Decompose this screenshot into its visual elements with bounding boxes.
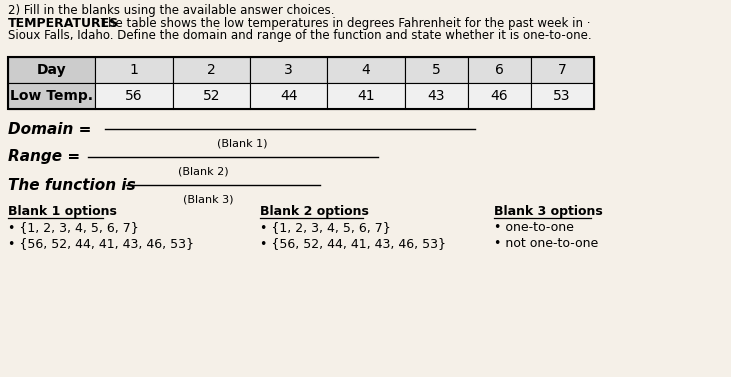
Text: Domain =: Domain = (8, 121, 91, 136)
Text: 52: 52 (202, 89, 220, 103)
Text: 2) Fill in the blanks using the available answer choices.: 2) Fill in the blanks using the availabl… (8, 4, 335, 17)
Text: (Blank 1): (Blank 1) (217, 139, 268, 149)
Text: 53: 53 (553, 89, 571, 103)
Text: Blank 2 options: Blank 2 options (260, 205, 368, 218)
Bar (8, 83, 95, 109)
Text: Range =: Range = (8, 150, 80, 164)
Text: 2: 2 (207, 63, 216, 77)
Text: 41: 41 (357, 89, 375, 103)
Text: 5: 5 (432, 63, 441, 77)
Bar (531, 57, 594, 83)
Bar (95, 57, 173, 83)
Bar (327, 83, 405, 109)
Text: • one-to-one: • one-to-one (494, 221, 574, 234)
Bar (173, 83, 250, 109)
Text: Sioux Falls, Idaho. Define the domain and range of the function and state whethe: Sioux Falls, Idaho. Define the domain an… (8, 29, 592, 42)
Text: • {56, 52, 44, 41, 43, 46, 53}: • {56, 52, 44, 41, 43, 46, 53} (8, 237, 194, 250)
Bar (468, 83, 531, 109)
Text: 43: 43 (428, 89, 445, 103)
Text: The table shows the low temperatures in degrees Fahrenheit for the past week in : The table shows the low temperatures in … (97, 17, 591, 30)
Text: 6: 6 (495, 63, 504, 77)
Text: • {1, 2, 3, 4, 5, 6, 7}: • {1, 2, 3, 4, 5, 6, 7} (260, 221, 390, 234)
Text: • {56, 52, 44, 41, 43, 46, 53}: • {56, 52, 44, 41, 43, 46, 53} (260, 237, 446, 250)
Text: 44: 44 (280, 89, 298, 103)
Text: 4: 4 (362, 63, 371, 77)
Bar (405, 57, 468, 83)
Text: 7: 7 (558, 63, 567, 77)
Text: 1: 1 (129, 63, 138, 77)
Bar (173, 57, 250, 83)
Bar (531, 83, 594, 109)
Bar (250, 83, 327, 109)
Text: 3: 3 (284, 63, 293, 77)
Text: TEMPERATURES: TEMPERATURES (8, 17, 119, 30)
Text: Low Temp.: Low Temp. (10, 89, 94, 103)
Bar (405, 83, 468, 109)
Bar (468, 57, 531, 83)
Text: Day: Day (37, 63, 67, 77)
Bar (250, 57, 327, 83)
Text: Blank 1 options: Blank 1 options (8, 205, 117, 218)
Text: 56: 56 (125, 89, 143, 103)
Text: The function is: The function is (8, 178, 136, 193)
Bar (327, 57, 405, 83)
Text: (Blank 3): (Blank 3) (183, 195, 234, 205)
Text: • not one-to-one: • not one-to-one (494, 237, 598, 250)
Bar (95, 83, 173, 109)
Text: 46: 46 (491, 89, 508, 103)
Bar (8, 57, 594, 109)
Text: (Blank 2): (Blank 2) (178, 167, 229, 177)
Bar (8, 57, 95, 83)
Text: • {1, 2, 3, 4, 5, 6, 7}: • {1, 2, 3, 4, 5, 6, 7} (8, 221, 139, 234)
Text: Blank 3 options: Blank 3 options (494, 205, 602, 218)
